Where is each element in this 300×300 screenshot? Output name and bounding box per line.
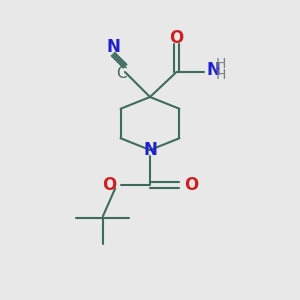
- Text: O: O: [184, 176, 198, 194]
- Text: H: H: [215, 68, 226, 82]
- Text: H: H: [215, 57, 226, 71]
- Text: O: O: [102, 176, 116, 194]
- Text: N: N: [143, 141, 157, 159]
- Text: C: C: [116, 66, 127, 81]
- Text: O: O: [169, 29, 184, 47]
- Text: N: N: [106, 38, 120, 56]
- Text: N: N: [207, 61, 221, 80]
